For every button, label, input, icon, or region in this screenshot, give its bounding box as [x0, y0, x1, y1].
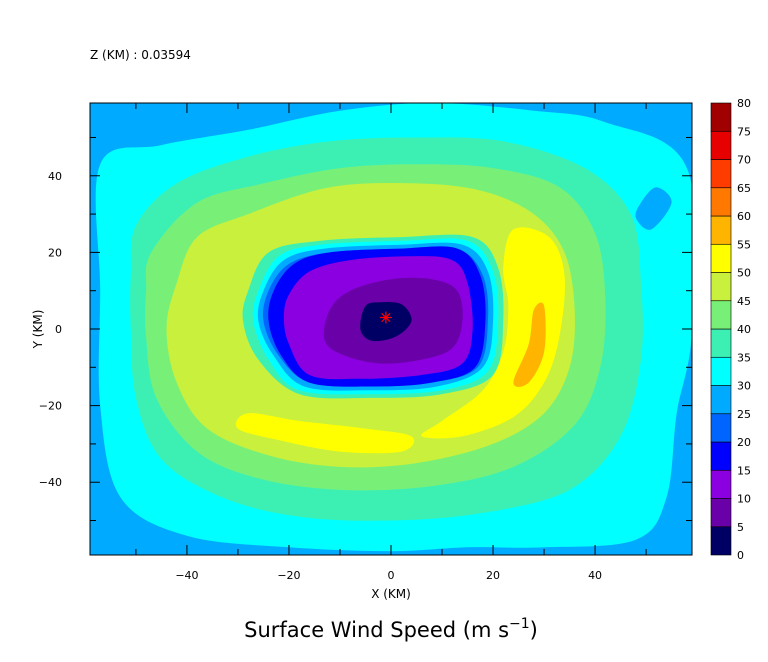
y-tick-label: 40 [48, 170, 62, 183]
y-tick-labels: −40 −20 0 20 40 [39, 170, 62, 489]
x-tick-label: −40 [175, 569, 198, 582]
contour-band-25 [635, 187, 672, 230]
colorbar-swatch [710, 300, 732, 330]
colorbar-label: 50 [737, 267, 751, 280]
chart-title-close: ) [530, 618, 538, 642]
storm-center-marker-group [379, 311, 392, 324]
level-header: Z (KM) : 0.03594 [90, 48, 191, 62]
colorbar-label: 5 [737, 521, 744, 534]
y-tick-label: 0 [55, 323, 62, 336]
chart-title: Surface Wind Speed (m s−1) [244, 616, 538, 642]
y-tick-label: −40 [39, 476, 62, 489]
y-tick-label: 20 [48, 246, 62, 259]
y-axis-label: Y (KM) [31, 310, 45, 350]
colorbar-label: 30 [737, 380, 751, 393]
colorbar-label: 45 [737, 295, 751, 308]
contour-field [90, 103, 692, 555]
colorbar-label: 15 [737, 464, 751, 477]
colorbar-swatch [710, 272, 732, 302]
colorbar-swatch [710, 187, 732, 217]
colorbar-label: 25 [737, 408, 751, 421]
colorbar-label: 60 [737, 210, 751, 223]
colorbar-swatch [710, 441, 732, 471]
colorbar-swatch [710, 469, 732, 499]
colorbar-label: 40 [737, 323, 751, 336]
colorbar-swatch [710, 215, 732, 245]
colorbar: 0 5 10 15 20 25 30 35 40 45 50 55 60 65 70 75 80 [710, 97, 751, 562]
colorbar-label: 10 [737, 493, 751, 506]
colorbar-swatch [710, 385, 732, 415]
x-tick-label: 40 [588, 569, 602, 582]
colorbar-swatch [710, 328, 732, 358]
storm-center-marker [379, 311, 392, 324]
colorbar-label: 70 [737, 154, 751, 167]
axis-ticks [90, 103, 692, 555]
colorbar-label: 75 [737, 125, 751, 138]
colorbar-label: 65 [737, 182, 751, 195]
colorbar-swatch [710, 102, 732, 132]
colorbar-swatch [710, 159, 732, 189]
contour-band-50 [235, 413, 415, 454]
x-tick-labels: −40 −20 0 20 40 [175, 569, 602, 582]
chart-title-text: Surface Wind Speed (m s [244, 618, 509, 642]
y-tick-label: −20 [39, 400, 62, 413]
chart-title-exponent: −1 [509, 616, 530, 632]
x-tick-label: −20 [277, 569, 300, 582]
colorbar-label: 20 [737, 436, 751, 449]
colorbar-label: 0 [737, 549, 744, 562]
contour-band-55 [513, 302, 546, 387]
x-tick-label: 0 [388, 569, 395, 582]
colorbar-swatch [710, 413, 732, 443]
x-tick-label: 20 [486, 569, 500, 582]
colorbar-label: 35 [737, 351, 751, 364]
colorbar-swatch [710, 356, 732, 386]
colorbar-swatch [710, 130, 732, 160]
colorbar-label: 55 [737, 238, 751, 251]
x-axis-label: X (KM) [371, 587, 411, 601]
colorbar-swatch [710, 498, 732, 528]
colorbar-swatch [710, 526, 732, 556]
colorbar-label: 80 [737, 97, 751, 110]
contour-band-50 [421, 227, 565, 439]
colorbar-swatch [710, 243, 732, 273]
